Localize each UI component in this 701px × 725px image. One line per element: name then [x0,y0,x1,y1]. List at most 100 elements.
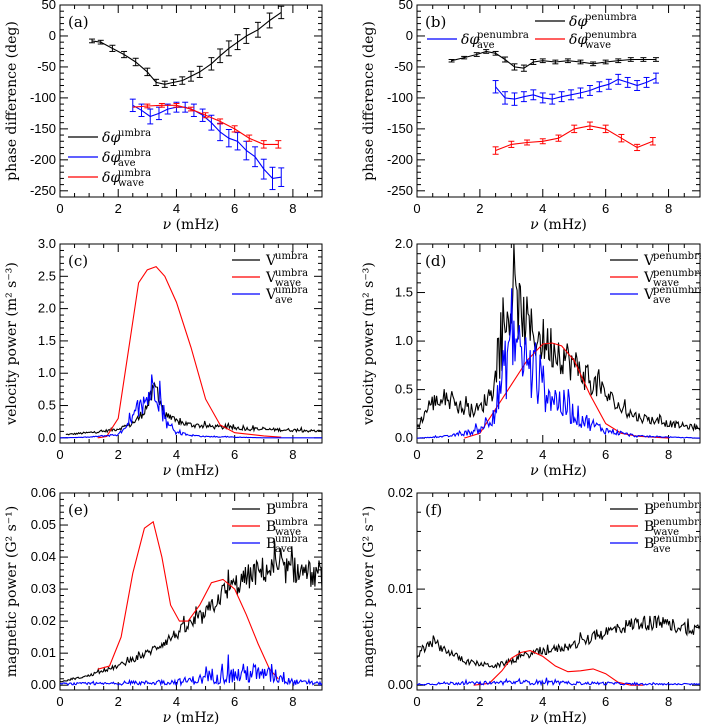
y-tick-label: 0 [406,28,413,43]
x-tick-label: 2 [115,694,122,709]
legend-sup: penumbra [653,534,701,545]
legend-base: B [644,519,654,535]
panel-label: (c) [68,252,88,270]
x-axis-symbol: ν [163,463,172,479]
series-V-umbra-ave [60,374,322,439]
x-tick-label: 6 [231,447,238,462]
series-V-umbra-wave [97,265,282,439]
y-tick-label: -150 [387,121,413,136]
legend-sup: umbra [275,517,308,528]
y-tick-label: 0.01 [31,645,56,660]
legend-label: V [643,253,655,269]
x-axis-unit: (mHz) [171,710,219,725]
y-tick-label: 0.01 [388,581,413,596]
legend-label: B [644,519,654,535]
x-tick-label: 8 [289,694,296,709]
y-axis-label: magnetic power (G² s⁻¹) [4,506,20,677]
plot-frame [416,4,701,198]
y-tick-label: 0.02 [31,613,56,628]
legend-label: B [266,519,276,535]
legend-base: δφ [102,170,120,186]
x-tick-label: 0 [56,201,63,216]
legend-sup: umbra [118,168,151,179]
legend-base: V [265,270,277,286]
x-axis-label: ν (mHz) [163,217,220,233]
x-axis-label: ν (mHz) [530,463,587,479]
x-axis-unit: (mHz) [539,463,587,479]
y-axis-label: phase difference (deg) [4,21,20,181]
legend-sub: wave [275,278,301,289]
legend-base: B [266,519,276,535]
x-tick-label: 4 [173,694,180,709]
y-axis-label: velocity power (m² s⁻³) [361,262,377,426]
series-B-umbra-wave [97,520,279,680]
legend-sub: ave [477,40,495,51]
legend-base: V [265,287,277,303]
legend-sup: umbra [275,534,308,545]
y-tick-label: -250 [30,183,56,198]
x-axis-label: ν (mHz) [530,217,587,233]
y-tick-label: 50 [399,0,413,12]
legend-label: B [644,536,654,552]
x-axis-label: ν (mHz) [530,710,587,725]
legend-label: V [643,270,655,286]
y-axis-label: phase difference (deg) [361,21,377,181]
legend-sup: umbra [275,500,308,511]
x-tick-label: 0 [413,447,420,462]
series-B-penumbra [417,614,700,669]
panel-label: (e) [68,501,89,519]
legend-base: δφ [102,130,120,146]
legend-sup: penumbra [585,12,637,23]
panel-label: (b) [425,13,446,31]
y-tick-label: 0.0 [395,430,413,445]
legend-sup: umbra [275,285,308,296]
legend-base: V [643,253,655,269]
x-axis-symbol: ν [530,463,539,479]
data-area [89,5,285,191]
series-dphi-umbra [91,11,282,85]
legend-sup: penumbra [653,517,701,528]
x-tick-label: 8 [289,201,296,216]
legend-base: B [644,536,654,552]
legend-sup: penumbra [653,251,701,262]
series-V-umbra [65,381,322,436]
legend-sub: ave [118,158,136,169]
x-tick-label: 8 [665,694,672,709]
x-tick-label: 6 [231,694,238,709]
y-tick-label: 1.0 [38,365,56,380]
y-tick-label: -150 [30,121,56,136]
y-tick-label: 0.03 [31,581,56,596]
series-B-penumbra-wave [473,650,644,686]
x-axis-symbol: ν [530,710,539,725]
legend-label: B [644,502,654,518]
legend-base: δφ [569,14,587,30]
x-tick-label: 0 [56,694,63,709]
y-tick-label: -200 [30,152,56,167]
legend-label: δφ [102,130,120,146]
series-dphi-penumbra-ave [495,77,657,100]
y-tick-label: 2.5 [38,268,56,283]
x-tick-label: 4 [539,447,546,462]
x-tick-label: 8 [665,201,672,216]
x-tick-label: 2 [115,447,122,462]
legend-base: V [643,287,655,303]
panel-a: 0 2 4 6 8 -250 -200 -150 -100 -50 0 50 ν (mHz) phase … [4,0,323,233]
panel-label: (f) [425,501,442,519]
legend-base: B [266,536,276,552]
data-area [60,265,322,439]
legend-label: δφ [461,32,479,48]
y-tick-label: 2.0 [395,236,413,251]
x-tick-label: 2 [476,201,483,216]
legend-sub: ave [275,544,293,555]
data-area [417,244,700,439]
series-dphi-umbra-wave [132,104,279,145]
legend-base: δφ [461,32,479,48]
legend-base: δφ [569,32,587,48]
x-tick-label: 4 [173,201,180,216]
y-tick-label: 0.05 [31,517,56,532]
legend-base: V [643,270,655,286]
